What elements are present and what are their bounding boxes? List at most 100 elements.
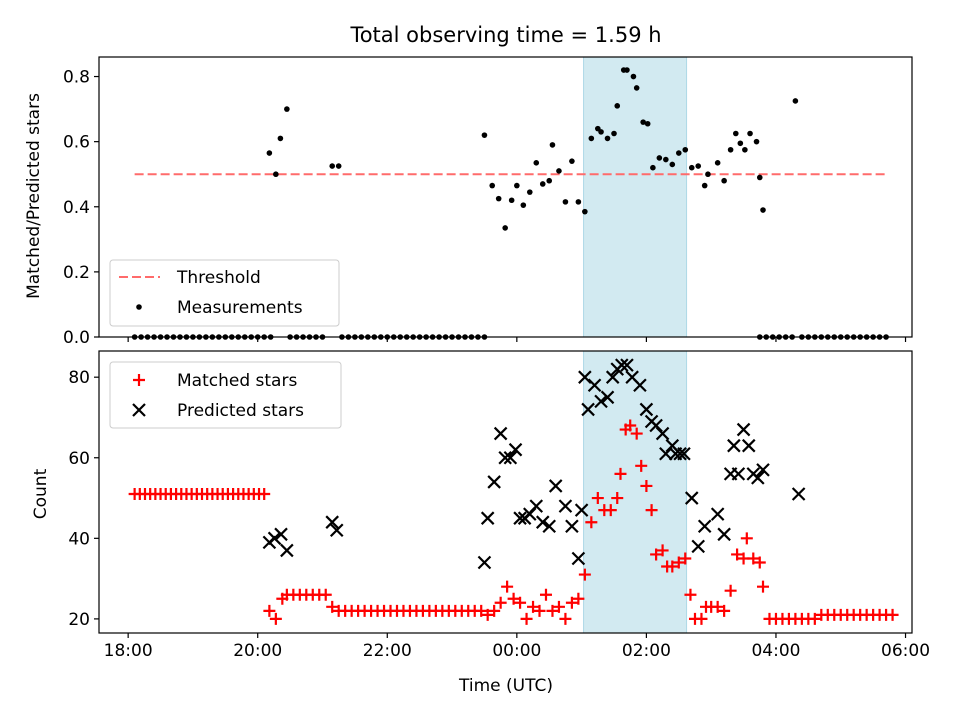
predicted-star-marker xyxy=(325,515,339,529)
measurement-point xyxy=(630,73,637,80)
measurement-point xyxy=(569,158,575,164)
measurement-point xyxy=(747,130,753,137)
matched-star-marker xyxy=(656,544,669,557)
top-y-tick-label: 0.2 xyxy=(63,263,90,283)
measurement-point xyxy=(633,85,640,91)
predicted-star-marker xyxy=(535,515,550,529)
matched-star-marker xyxy=(624,419,637,432)
matched-star-marker xyxy=(650,548,663,561)
matched-star-marker xyxy=(520,612,533,625)
measurement-point xyxy=(737,140,744,147)
predicted-star-marker xyxy=(565,519,579,534)
measurement-point xyxy=(520,202,527,208)
x-tick-label: 06:00 xyxy=(881,641,930,661)
matched-star-marker xyxy=(258,488,271,501)
matched-star-marker xyxy=(611,492,624,505)
measurement-point xyxy=(701,182,708,189)
matched-star-marker xyxy=(546,604,559,617)
measurement-point xyxy=(575,199,582,205)
matched-star-marker xyxy=(578,568,591,581)
measurement-point xyxy=(756,174,763,181)
measurement-point xyxy=(273,171,279,178)
measurement-point xyxy=(582,208,588,215)
matched-star-marker xyxy=(604,504,617,517)
measurement-point xyxy=(546,177,553,184)
measurement-point xyxy=(732,130,739,137)
predicted-star-marker xyxy=(659,446,673,461)
predicted-star-marker xyxy=(649,418,663,433)
bottom-observing-window xyxy=(583,350,688,634)
measurement-point xyxy=(489,182,496,189)
predicted-star-marker xyxy=(487,475,501,489)
matched-star-marker xyxy=(533,604,546,617)
measurement-point xyxy=(335,163,342,169)
predicted-star-marker xyxy=(542,519,557,534)
matched-star-marker xyxy=(263,604,276,617)
matched-star-marker xyxy=(539,588,552,601)
bottom-y-tick-label: 40 xyxy=(68,529,90,549)
predicted-star-marker xyxy=(751,471,765,485)
predicted-star-marker xyxy=(655,426,670,441)
predicted-star-marker xyxy=(684,491,699,505)
predicted-star-marker xyxy=(756,463,770,477)
predicted-star-marker xyxy=(677,446,691,461)
measurement-point xyxy=(792,98,799,104)
predicted-star-marker xyxy=(594,394,608,409)
predicted-star-marker xyxy=(717,527,731,542)
measurement-point xyxy=(598,129,604,135)
measurement-point xyxy=(514,182,520,189)
top-y-tick-label: 0.0 xyxy=(63,328,90,348)
matched-star-marker xyxy=(731,548,744,561)
measurement-point xyxy=(495,195,502,202)
predicted-legend-swatch xyxy=(132,403,146,417)
top-axes-frame xyxy=(98,56,913,338)
measurement-point xyxy=(284,106,290,112)
predicted-star-marker xyxy=(498,450,512,465)
matched-star-marker xyxy=(640,479,653,492)
measurement-point xyxy=(650,164,656,171)
matched-star-marker xyxy=(718,604,731,617)
chart-title: Total observing time = 1.59 h xyxy=(349,23,661,47)
measurement-point xyxy=(742,146,748,153)
top-panel: 0.0 0.2 0.4 0.6 0.8 Threshold Measurements xyxy=(63,56,913,348)
matched-star-marker xyxy=(481,608,494,621)
matched-star-marker xyxy=(319,588,332,601)
predicted-star-marker xyxy=(691,539,706,554)
measurement-point xyxy=(705,171,711,178)
x-tick-label: 02:00 xyxy=(622,641,671,661)
matched-star-marker xyxy=(630,427,643,440)
matched-star-marker xyxy=(666,560,679,573)
matched-star-marker xyxy=(645,504,658,517)
top-y-axis-label: Matched/Predicted stars xyxy=(24,93,44,299)
matched-star-marker xyxy=(488,604,501,617)
predicted-star-marker xyxy=(274,527,288,542)
bottom-y-tick-label: 80 xyxy=(68,368,90,388)
bottom-y-axis-label: Count xyxy=(31,468,51,519)
predicted-star-marker xyxy=(513,511,527,525)
measurement-point xyxy=(640,119,646,125)
bottom-y-tick-label: 60 xyxy=(68,449,90,469)
measurement-point xyxy=(614,103,621,109)
predicted-star-marker xyxy=(736,422,751,437)
bottom-y-tick-label: 20 xyxy=(68,610,90,630)
measurement-point xyxy=(611,130,617,137)
measurement-point xyxy=(753,138,760,145)
matched-legend-swatch xyxy=(133,374,145,386)
predicted-star-marker xyxy=(605,370,620,384)
measurement-point xyxy=(675,150,682,156)
predicted-star-marker xyxy=(697,519,712,534)
matched-star-marker xyxy=(572,592,585,605)
measurement-point xyxy=(644,120,651,127)
measurement-point xyxy=(562,199,569,205)
predicted-star-marker xyxy=(558,499,573,513)
matched-star-marker xyxy=(711,600,724,613)
matched-star-marker xyxy=(740,532,753,545)
predicted-star-marker xyxy=(731,467,746,481)
measurement-point xyxy=(526,189,533,195)
measurement-point xyxy=(533,160,540,166)
predicted-star-marker xyxy=(620,358,634,372)
x-tick-label: 00:00 xyxy=(492,641,541,661)
top-y-tick-label: 0.8 xyxy=(63,68,90,88)
matched-star-marker xyxy=(507,592,520,605)
